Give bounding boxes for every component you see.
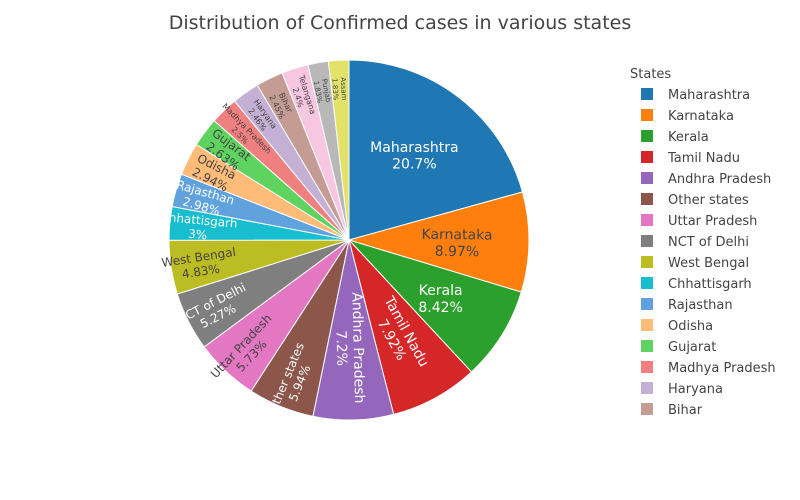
legend-label: NCT of Delhi <box>668 235 749 250</box>
legend-swatch <box>641 382 653 394</box>
legend-swatch <box>641 277 653 289</box>
legend-label: Bihar <box>668 403 703 418</box>
slice-label-percent: 1.83% <box>330 78 339 101</box>
legend-label: Andhra Pradesh <box>668 172 771 187</box>
slice-label-percent: 4.83% <box>181 262 221 282</box>
legend-item-chhattisgarh[interactable]: Chhattisgarh <box>641 277 752 292</box>
chart-title: Distribution of Confirmed cases in vario… <box>169 12 632 34</box>
legend-item-gujarat[interactable]: Gujarat <box>641 340 716 355</box>
legend-swatch <box>641 298 653 310</box>
legend-item-other-states[interactable]: Other states <box>641 193 749 208</box>
slice-label-name: Kerala <box>419 283 463 299</box>
legend-label: Haryana <box>668 382 723 397</box>
legend-swatch <box>641 361 653 373</box>
legend-item-andhra-pradesh[interactable]: Andhra Pradesh <box>641 172 771 187</box>
slice-label-percent: 8.97% <box>435 244 480 261</box>
legend-swatch <box>641 193 653 205</box>
slice-label-percent: 3% <box>188 227 208 243</box>
legend-swatch <box>641 130 653 142</box>
pie-slice-assam[interactable] <box>327 59 350 241</box>
legend-label: Chhattisgarh <box>668 277 752 292</box>
legend-label: Tamil Nadu <box>667 151 740 166</box>
legend-item-madhya-pradesh[interactable]: Madhya Pradesh <box>641 361 776 376</box>
legend-item-maharashtra[interactable]: Maharashtra <box>641 88 750 103</box>
slice-label-name: Assam <box>339 77 348 101</box>
legend-item-kerala[interactable]: Kerala <box>641 130 709 145</box>
legend-item-bihar[interactable]: Bihar <box>641 403 703 418</box>
legend-label: West Bengal <box>668 256 749 271</box>
slice-label-name: Maharashtra <box>370 140 458 156</box>
legend-swatch <box>641 235 653 247</box>
legend-swatch <box>641 88 653 100</box>
legend-label: Gujarat <box>668 340 716 355</box>
slice-label-percent: 8.42% <box>418 300 462 316</box>
legend-item-karnataka[interactable]: Karnataka <box>641 109 734 124</box>
legend-item-tamil-nadu[interactable]: Tamil Nadu <box>641 151 740 166</box>
legend-title: States <box>630 67 671 82</box>
slice-label-name: Andhra Pradesh <box>348 292 367 404</box>
legend-item-rajasthan[interactable]: Rajasthan <box>641 298 733 313</box>
slice-label-percent: 20.7% <box>392 157 436 173</box>
legend-label: Kerala <box>668 130 709 145</box>
pie-slice-tamil-nadu[interactable] <box>348 239 473 415</box>
legend-label: Maharashtra <box>668 88 750 103</box>
pie-slice-maharashtra[interactable] <box>348 59 524 241</box>
legend: States Maharashtra Karnataka Kerala Tamil N… <box>630 67 776 418</box>
legend-swatch <box>641 151 653 163</box>
legend-swatch <box>641 256 653 268</box>
legend-label: Other states <box>668 193 749 208</box>
legend-swatch <box>641 340 653 352</box>
legend-swatch <box>641 109 653 121</box>
legend-label: Madhya Pradesh <box>668 361 776 376</box>
legend-item-nct-of-delhi[interactable]: NCT of Delhi <box>641 235 749 250</box>
slice-label-percent: 7.2% <box>333 330 350 366</box>
slice-label-percent: 1.83% <box>312 80 324 104</box>
pie-slices <box>168 59 530 421</box>
pie-slice-karnataka[interactable] <box>347 191 530 293</box>
legend-swatch <box>641 319 653 331</box>
legend-label: Karnataka <box>668 109 734 124</box>
pie-slice-kerala[interactable] <box>347 238 522 373</box>
legend-label: Odisha <box>668 319 713 334</box>
legend-item-haryana[interactable]: Haryana <box>641 382 723 397</box>
legend-label: Rajasthan <box>668 298 733 313</box>
legend-item-odisha[interactable]: Odisha <box>641 319 713 334</box>
legend-swatch <box>641 403 653 415</box>
legend-swatch <box>641 172 653 184</box>
legend-item-west-bengal[interactable]: West Bengal <box>641 256 749 271</box>
legend-item-uttar-pradesh[interactable]: Uttar Pradesh <box>641 214 757 229</box>
slice-label-name: Karnataka <box>421 227 492 244</box>
legend-label: Uttar Pradesh <box>668 214 757 229</box>
legend-swatch <box>641 214 653 226</box>
